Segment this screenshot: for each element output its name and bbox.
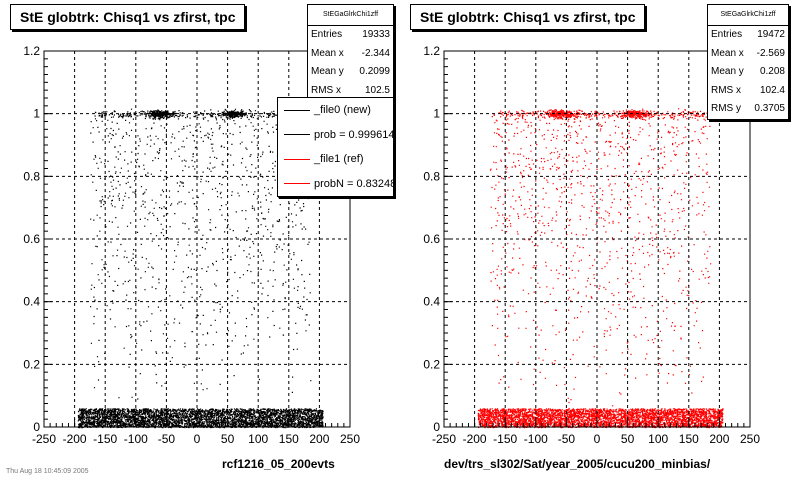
legend-label: _file0 (new) xyxy=(314,104,371,117)
legend-label: probN = 0.832487 xyxy=(314,177,393,190)
stats-label: Mean y xyxy=(711,66,744,77)
stats-value: 102.5 xyxy=(364,84,390,96)
x-tick-label: -150 xyxy=(493,432,517,446)
legend-line-icon xyxy=(284,158,310,160)
y-tick-label: 1.2 xyxy=(23,44,40,58)
right-plot: -250 -200 -150 -100 -50 0 50 100 150 200 250 00.20… xyxy=(423,44,760,446)
right-y-axis: 0 0.2 0.4 0.6 0.8 1 1.2 xyxy=(423,44,452,434)
x-tick-label: -200 xyxy=(63,432,87,446)
right-grid xyxy=(444,51,750,427)
left-stats-row: RMS x 102.5 xyxy=(308,82,393,101)
right-x-axis: -250 -200 -150 -100 -50 0 50 100 150 200 250 xyxy=(432,419,760,446)
left-panel: -250 -200 -150 -100 -50 0 50 100 150 200 250 0 0.2 0… xyxy=(6,4,394,475)
right-stats-box: StEGaGlrkChi1zff Entries 19472 Mean x -2.5… xyxy=(707,4,789,120)
x-tick-label: 50 xyxy=(221,432,235,446)
y-tick-label: 0.6 xyxy=(23,232,40,246)
x-tick-label: -250 xyxy=(32,432,56,446)
y-tick-label: 0.8 xyxy=(423,169,440,183)
x-tick-label: 200 xyxy=(709,432,729,446)
left-y-axis: 0 0.2 0.4 0.6 0.8 1 1.2 xyxy=(23,44,52,434)
legend-line-icon xyxy=(284,109,310,111)
legend-item-prob: prob = 0.999614 xyxy=(278,123,393,148)
right-panel: -250 -200 -150 -100 -50 0 50 100 150 200 250 0 0.2 0… xyxy=(400,0,800,480)
left-x-axis: -250 -200 -150 -100 -50 0 50 100 150 200 250 xyxy=(32,419,360,446)
left-x-axis-title: rcf1216_05_200evts xyxy=(222,457,335,471)
stats-value: 102.4 xyxy=(759,84,785,96)
legend-label: prob = 0.999614 xyxy=(314,128,393,141)
stats-label: RMS x xyxy=(711,84,741,96)
left-stats-row: Mean y 0.2099 xyxy=(308,63,393,82)
x-tick-label: -150 xyxy=(93,432,117,446)
x-tick-label: -100 xyxy=(124,432,148,446)
stats-value: 19333 xyxy=(362,29,390,40)
legend-box: _file0 (new) prob = 0.999614 _file1 (ref… xyxy=(277,97,394,197)
stats-label: Mean x xyxy=(311,47,344,59)
right-stats-row: Mean x -2.569 xyxy=(708,45,788,64)
x-tick-label: 200 xyxy=(309,432,329,446)
legend-item-probn: probN = 0.832487 xyxy=(278,172,393,197)
x-tick-label: -50 xyxy=(558,432,576,446)
y-tick-label: 0.6 xyxy=(423,232,440,246)
left-chart-title: StE globtrk: Chisq1 vs zfirst, tpc xyxy=(10,4,245,30)
left-stats-row: Entries 19333 xyxy=(308,26,393,45)
x-tick-label: -100 xyxy=(524,432,548,446)
x-tick-label: -250 xyxy=(432,432,456,446)
left-stats-box: StEGaGlrkChi1zff Entries 19333 Mean x -2.3… xyxy=(307,4,394,101)
right-stats-row: Entries 19472 xyxy=(708,26,788,45)
stats-value: 19472 xyxy=(757,29,785,40)
stats-label: Mean y xyxy=(311,66,344,77)
x-tick-label: 150 xyxy=(279,432,299,446)
stats-value: 0.3705 xyxy=(754,103,785,114)
stats-label: Mean x xyxy=(711,47,744,59)
y-tick-label: 0 xyxy=(433,420,440,434)
stats-value: -2.344 xyxy=(361,47,390,59)
stats-label: RMS y xyxy=(711,103,741,114)
x-tick-label: 0 xyxy=(194,432,201,446)
legend-line-icon xyxy=(284,134,310,136)
x-tick-label: 150 xyxy=(679,432,699,446)
right-chart-title: StE globtrk: Chisq1 vs zfirst, tpc xyxy=(410,4,645,30)
right-stats-name: StEGaGlrkChi1zff xyxy=(708,5,788,26)
scatter-point xyxy=(477,108,724,429)
stats-value: 0.2099 xyxy=(359,66,390,77)
x-tick-label: 0 xyxy=(594,432,601,446)
legend-line-icon xyxy=(284,183,310,185)
right-stats-row: Mean y 0.208 xyxy=(708,63,788,82)
x-tick-label: 250 xyxy=(340,432,360,446)
x-tick-label: 250 xyxy=(740,432,760,446)
right-stats-row: RMS y 0.3705 xyxy=(708,100,788,119)
right-scatter-points xyxy=(477,108,724,429)
x-tick-label: 100 xyxy=(248,432,268,446)
y-tick-label: 0.2 xyxy=(23,357,40,371)
right-x-axis-title: dev/trs_sl302/Sat/year_2005/cucu200_minb… xyxy=(444,457,711,471)
x-tick-label: -200 xyxy=(463,432,487,446)
stats-label: Entries xyxy=(711,29,743,40)
y-tick-label: 1 xyxy=(433,107,440,121)
left-stats-row: Mean x -2.344 xyxy=(308,45,393,64)
x-tick-label: -50 xyxy=(158,432,176,446)
y-tick-label: 0.4 xyxy=(423,295,440,309)
right-stats-row: RMS x 102.4 xyxy=(708,82,788,101)
y-tick-label: 0.8 xyxy=(23,169,40,183)
stats-label: Entries xyxy=(311,29,343,40)
legend-item-ref: _file1 (ref) xyxy=(278,147,393,172)
x-tick-label: 100 xyxy=(648,432,668,446)
stats-label: RMS x xyxy=(311,84,341,96)
left-stats-name: StEGaGlrkChi1zff xyxy=(308,5,393,26)
stats-value: 0.208 xyxy=(759,66,785,77)
y-tick-label: 1.2 xyxy=(423,44,440,58)
y-tick-label: 0.4 xyxy=(23,295,40,309)
stats-value: -2.569 xyxy=(756,47,785,59)
y-tick-label: 0 xyxy=(33,420,40,434)
y-tick-label: 1 xyxy=(33,107,40,121)
legend-label: _file1 (ref) xyxy=(314,153,364,166)
x-tick-label: 50 xyxy=(621,432,635,446)
y-tick-label: 0.2 xyxy=(423,357,440,371)
footer-note: Thu Aug 18 10:45:09 2005 xyxy=(6,468,89,475)
legend-item-new: _file0 (new) xyxy=(278,98,393,123)
